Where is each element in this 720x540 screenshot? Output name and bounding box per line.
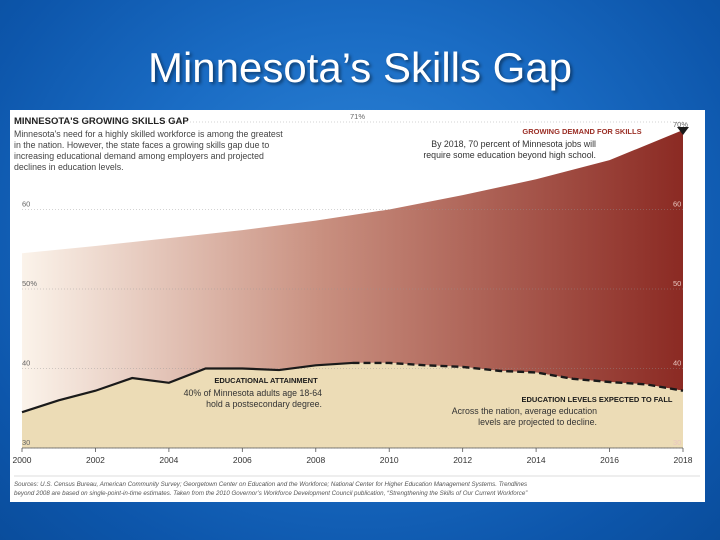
slide-title: Minnesota’s Skills Gap	[147, 44, 573, 91]
attainment-annotation-line: 40% of Minnesota adults age 18-64	[184, 388, 323, 398]
fall-annotation-line: Across the nation, average education	[452, 406, 597, 416]
x-tick-label: 2004	[159, 455, 178, 465]
attainment-annotation-line: hold a postsecondary degree.	[206, 399, 322, 409]
attainment-annotation-heading: EDUCATIONAL ATTAINMENT	[214, 376, 318, 385]
chart-title: MINNESOTA'S GROWING SKILLS GAP	[14, 116, 189, 127]
x-tick-label: 2014	[527, 455, 546, 465]
x-tick-label: 2010	[380, 455, 399, 465]
chart-subtitle-line: increasing educational demand among empl…	[14, 151, 264, 161]
x-tick-label: 2012	[453, 455, 472, 465]
attainment-line	[21, 361, 353, 414]
demand-annotation-line: By 2018, 70 percent of Minnesota jobs wi…	[431, 139, 596, 149]
y-tick-label-left: 50%	[22, 279, 37, 288]
skills-gap-chart: 71% 60 50% 40 30 70% 60 50 40 30 2000 2002 2004 2006 2…	[13, 112, 700, 497]
source-line: Sources: U.S. Census Bureau, American Co…	[14, 481, 527, 488]
chart-subtitle-line: in the nation. However, the state faces …	[14, 140, 269, 150]
x-tick-label: 2006	[233, 455, 252, 465]
y-tick-label-left: 40	[22, 358, 30, 367]
x-tick-label: 2018	[674, 455, 693, 465]
x-tick-label: 2016	[600, 455, 619, 465]
projected-line	[352, 361, 684, 392]
y-tick-label-right: 30	[673, 438, 681, 447]
x-tick-label: 2002	[86, 455, 105, 465]
attainment-area	[22, 362, 683, 448]
fall-annotation-heading: EDUCATION LEVELS EXPECTED TO FALL	[522, 395, 673, 404]
chart-subtitle-line: declines in education levels.	[14, 162, 124, 172]
y-tick-label-right: 40	[673, 358, 681, 367]
demand-area	[22, 129, 683, 413]
demand-end-marker	[677, 126, 689, 135]
y-tick-label-right: 60	[673, 199, 681, 208]
y-tick-label-right: 70%	[673, 120, 688, 129]
y-tick-label-left: 60	[22, 199, 30, 208]
x-tick-label: 2008	[306, 455, 325, 465]
demand-annotation-line: require some education beyond high schoo…	[423, 150, 596, 160]
x-tick-label: 2000	[13, 455, 32, 465]
y-tick-label-left: 30	[22, 438, 30, 447]
demand-annotation-heading: GROWING DEMAND FOR SKILLS	[522, 127, 641, 136]
source-line: beyond 2008 are based on single-point-in…	[14, 490, 528, 497]
chart-panel: 71% 60 50% 40 30 70% 60 50 40 30 2000 2002 2004 2006 2…	[10, 110, 705, 502]
chart-subtitle-line: Minnesota's need for a highly skilled wo…	[14, 129, 283, 139]
y-tick-label-left: 71%	[350, 112, 365, 121]
fall-annotation-line: levels are projected to decline.	[478, 417, 597, 427]
y-tick-label-right: 50	[673, 279, 681, 288]
